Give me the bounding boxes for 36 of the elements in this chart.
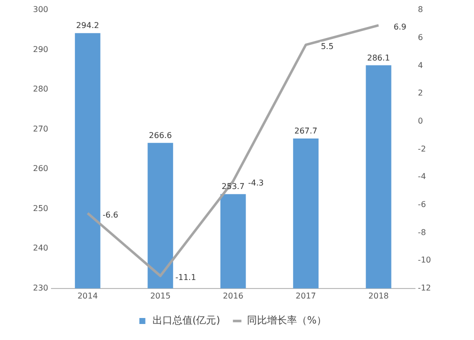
legend-label: 同比增长率（%） bbox=[247, 314, 327, 327]
x-tick-label: 2018 bbox=[368, 291, 389, 300]
x-tick-label: 2014 bbox=[77, 291, 98, 300]
y2-tick-label: 6 bbox=[418, 32, 424, 42]
data-label: 253.7 bbox=[222, 182, 245, 192]
y-tick-label: 240 bbox=[32, 244, 48, 253]
data-label: 286.1 bbox=[367, 53, 390, 62]
y2-tick-label: -4 bbox=[418, 172, 426, 182]
y-tick-label: 290 bbox=[32, 44, 48, 54]
y2-tick-label: 4 bbox=[418, 60, 424, 70]
y2-tick-label: -12 bbox=[418, 283, 432, 292]
y2-tick-label: -10 bbox=[418, 256, 432, 265]
y-tick-label: 300 bbox=[32, 5, 48, 14]
y2-tick-label: -6 bbox=[418, 200, 426, 209]
y2-tick-label: 8 bbox=[418, 5, 424, 14]
y-tick-label: 230 bbox=[32, 283, 48, 292]
legend-label: 出口总值(亿元) bbox=[152, 314, 220, 327]
data-label: 267.7 bbox=[294, 126, 318, 136]
y2-tick-label: 0 bbox=[418, 116, 424, 126]
x-tick-label: 2016 bbox=[222, 291, 244, 300]
data-label: -11.1 bbox=[175, 272, 196, 282]
y2-tick-label: -2 bbox=[418, 144, 426, 154]
y2-tick-label: -8 bbox=[418, 228, 426, 237]
data-label: 266.6 bbox=[148, 130, 172, 140]
y2-tick-label: 2 bbox=[418, 88, 424, 98]
x-tick-label: 2017 bbox=[296, 291, 316, 300]
data-label: 6.9 bbox=[394, 22, 406, 32]
y-tick-label: 270 bbox=[32, 124, 48, 134]
data-label: -4.3 bbox=[248, 178, 264, 188]
y-tick-label: 260 bbox=[32, 164, 48, 174]
data-label: 5.5 bbox=[320, 42, 334, 51]
data-label: -6.6 bbox=[102, 210, 118, 220]
data-label: 294.2 bbox=[76, 21, 100, 30]
y-tick-label: 250 bbox=[32, 204, 48, 213]
y-tick-label: 280 bbox=[32, 84, 48, 94]
x-tick-label: 2015 bbox=[150, 291, 171, 300]
